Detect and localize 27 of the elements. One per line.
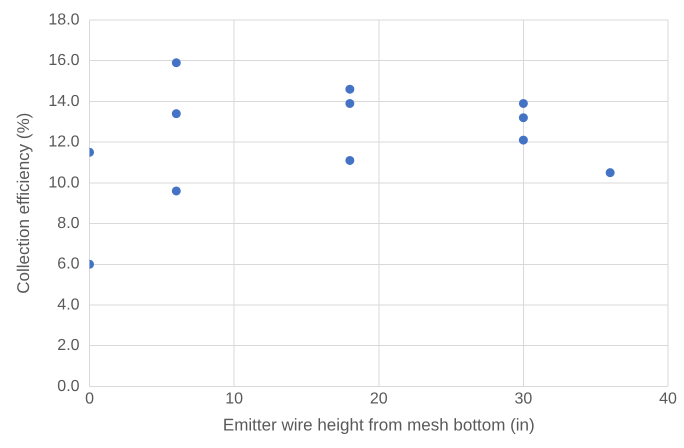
y-tick-label: 16.0 (48, 52, 80, 70)
y-tick-label: 12.0 (48, 134, 80, 151)
point (345, 98, 354, 108)
y-tick-label: 0.0 (57, 378, 80, 395)
y-tick-label: 2.0 (57, 337, 80, 354)
point (345, 84, 354, 94)
x-tick-label: 10 (225, 390, 244, 408)
point (172, 109, 181, 118)
x-axis-title: Emitter wire height from mesh bottom (in) (222, 415, 535, 434)
x-tick-label: 0 (85, 390, 94, 408)
point (172, 186, 181, 196)
y-tick-label: 10.0 (48, 174, 80, 192)
point (518, 136, 528, 145)
x-tick-label: 40 (659, 390, 677, 408)
point (518, 113, 528, 122)
point (518, 98, 528, 108)
y-tick-label: 6.0 (57, 256, 80, 273)
y-tick-label: 18.0 (48, 11, 80, 28)
x-tick-label: 30 (514, 390, 532, 408)
y-tick-label: 14.0 (48, 92, 80, 110)
point (606, 168, 615, 178)
point (172, 58, 181, 68)
y-tick-label: 4.0 (57, 296, 80, 314)
y-tick-label: 8.0 (57, 214, 80, 232)
x-tick-label: 20 (370, 390, 388, 408)
point (345, 156, 354, 165)
y-axis-title: Collection efficiency (%) (14, 112, 33, 294)
